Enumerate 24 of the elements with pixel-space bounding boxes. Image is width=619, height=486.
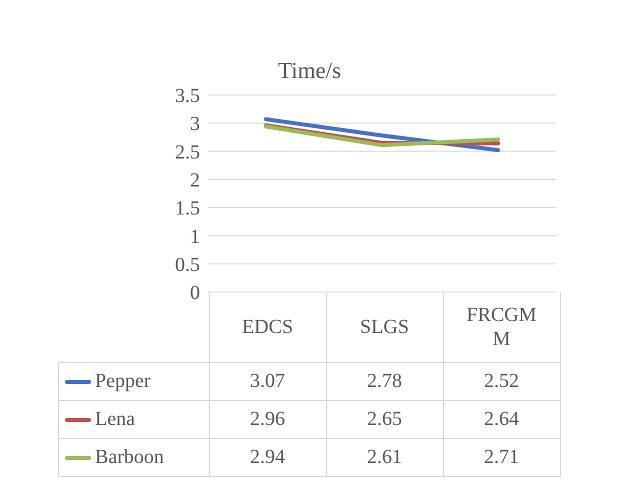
data-label: 3.07 [209, 362, 326, 400]
y-tick-label: 2.5 [175, 141, 200, 164]
data-label: 2.65 [326, 400, 443, 438]
y-tick-label: 0.5 [175, 254, 200, 276]
data-label: 2.64 [443, 400, 560, 438]
y-tick-label: 3 [190, 113, 200, 136]
chart-title: Time/s [276, 58, 342, 84]
x-tick-label: SLGS [359, 314, 410, 339]
data-label: 2.78 [326, 362, 443, 400]
data-label: 2.61 [326, 438, 443, 476]
data-label: 2.71 [443, 438, 560, 476]
data-label: 2.94 [209, 438, 326, 476]
y-tick-label: 1 [190, 226, 200, 248]
y-tick-label: 1.5 [175, 198, 200, 220]
legend-label: Barboon [95, 446, 164, 468]
y-tick-label: 0 [190, 282, 200, 304]
x-tick-label: FRCGMM [465, 302, 538, 351]
legend-label: Pepper [95, 370, 151, 392]
x-tick-label: EDCS [240, 314, 294, 339]
data-label: 2.96 [209, 400, 326, 438]
data-label: 2.52 [443, 362, 560, 400]
legend-label: Lena [95, 408, 135, 430]
y-tick-label: 2 [190, 170, 200, 192]
y-tick-label: 3.5 [175, 85, 200, 108]
